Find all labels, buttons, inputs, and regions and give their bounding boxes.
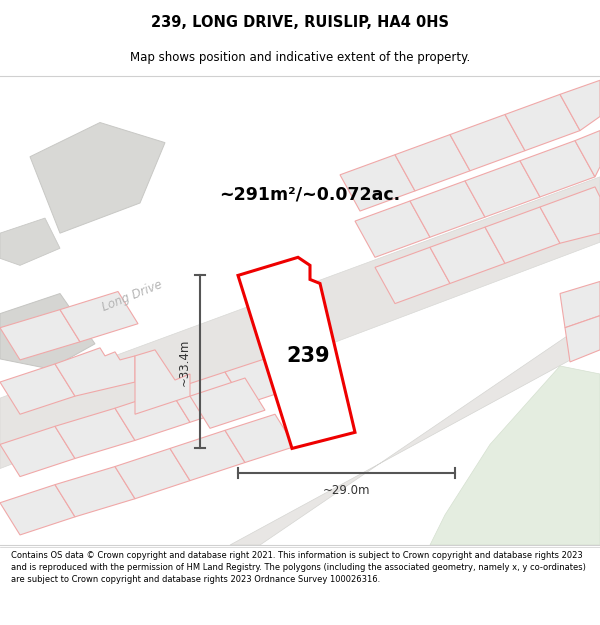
Text: Contains OS data © Crown copyright and database right 2021. This information is : Contains OS data © Crown copyright and d… [11,551,586,584]
Polygon shape [0,177,600,469]
Polygon shape [0,364,75,414]
Polygon shape [135,350,190,414]
Polygon shape [0,218,60,266]
Polygon shape [0,426,75,477]
Polygon shape [225,354,300,404]
Polygon shape [465,161,540,217]
Polygon shape [115,448,190,499]
Polygon shape [355,201,430,258]
Polygon shape [55,408,135,459]
Polygon shape [55,466,135,517]
Text: Map shows position and indicative extent of the property.: Map shows position and indicative extent… [130,51,470,64]
Polygon shape [565,316,600,362]
Text: ~33.4m: ~33.4m [178,338,191,386]
Text: ~29.0m: ~29.0m [323,484,370,497]
Polygon shape [430,227,505,284]
Polygon shape [450,114,525,171]
Polygon shape [485,207,560,263]
Polygon shape [0,294,95,369]
Polygon shape [375,248,450,304]
Polygon shape [505,94,580,151]
Text: 239, LONG DRIVE, RUISLIP, HA4 0HS: 239, LONG DRIVE, RUISLIP, HA4 0HS [151,16,449,31]
Text: ~291m²/~0.072ac.: ~291m²/~0.072ac. [220,186,401,204]
Polygon shape [170,372,245,423]
Polygon shape [575,131,600,177]
Polygon shape [540,187,600,243]
Polygon shape [520,141,595,197]
Polygon shape [190,378,265,428]
Polygon shape [170,431,245,481]
Polygon shape [55,348,135,396]
Text: Long Drive: Long Drive [100,278,164,314]
Polygon shape [230,314,600,545]
Polygon shape [410,181,485,238]
Polygon shape [0,484,75,535]
Polygon shape [430,366,600,545]
Polygon shape [395,134,470,191]
Text: 239: 239 [286,346,330,366]
Polygon shape [560,281,600,328]
Polygon shape [60,291,138,342]
Polygon shape [560,80,600,131]
Polygon shape [238,258,355,448]
Polygon shape [225,414,295,462]
Polygon shape [115,390,190,441]
Polygon shape [0,309,80,360]
Polygon shape [30,122,165,233]
Polygon shape [340,155,415,211]
